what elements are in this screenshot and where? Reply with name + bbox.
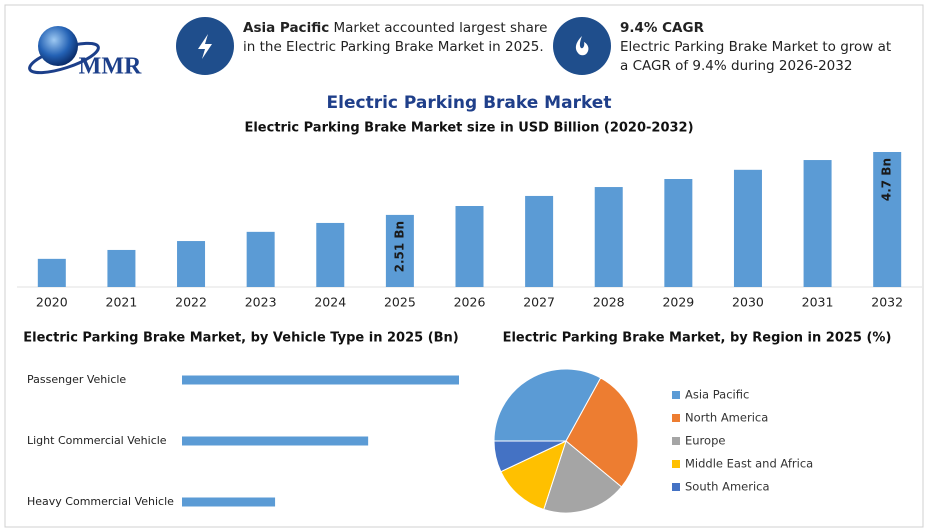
- main-title: Electric Parking Brake Market: [327, 93, 612, 113]
- bar: [37, 258, 66, 287]
- legend-swatch: [672, 483, 680, 491]
- value-label: 4.7 Bn: [880, 158, 894, 201]
- pie-slice: [500, 440, 567, 511]
- bar: [182, 375, 459, 385]
- value-label: 2.51 Bn: [392, 221, 406, 272]
- highlight-bold: Asia Pacific: [243, 20, 330, 36]
- legend-label: South America: [685, 480, 770, 494]
- bar: [455, 206, 484, 287]
- bar: [664, 179, 693, 287]
- highlight-body: Market accounted largest share in the El…: [243, 20, 548, 55]
- x-tick-label: 2021: [106, 295, 138, 310]
- bar: [316, 222, 345, 287]
- pie-slice: [565, 377, 639, 488]
- x-tick-label: 2030: [732, 295, 764, 310]
- x-tick-label: 2025: [384, 295, 416, 310]
- x-tick-label: 2029: [662, 295, 694, 310]
- x-tick-label: 2031: [802, 295, 834, 310]
- y-tick-label: Passenger Vehicle: [27, 373, 126, 386]
- legend-label: Middle East and Africa: [685, 457, 813, 471]
- x-tick-label: 2027: [523, 295, 555, 310]
- highlight-text: Asia Pacific Market accounted largest sh…: [243, 19, 548, 57]
- legend-label: Asia Pacific: [685, 388, 749, 402]
- icon-growth: [553, 17, 611, 75]
- frame: [4, 4, 924, 528]
- bar: [594, 187, 623, 287]
- bar: [177, 241, 206, 287]
- icon-bolt: [176, 17, 234, 75]
- bar: [803, 160, 832, 287]
- legend-swatch: [672, 437, 680, 445]
- bar: [733, 169, 762, 287]
- x-tick-label: 2024: [314, 295, 346, 310]
- x-tick-label: 2022: [175, 295, 207, 310]
- y-tick-label: Light Commercial Vehicle: [27, 434, 167, 447]
- bar: [182, 497, 276, 507]
- bar: [107, 249, 136, 287]
- legend-swatch: [672, 414, 680, 422]
- bar: [246, 231, 275, 287]
- legend-swatch: [672, 460, 680, 468]
- y-tick-label: Heavy Commercial Vehicle: [27, 495, 174, 508]
- pie-slice: [493, 440, 567, 473]
- chart-title: Electric Parking Brake Market, by Region…: [503, 331, 892, 346]
- logo: MMR: [28, 26, 142, 80]
- x-tick-label: 2032: [871, 295, 903, 310]
- x-tick-label: 2023: [245, 295, 277, 310]
- bar: [873, 152, 902, 287]
- legend-swatch: [672, 391, 680, 399]
- x-tick-label: 2028: [593, 295, 625, 310]
- legend-label: North America: [685, 411, 768, 425]
- x-tick-label: 2020: [36, 295, 68, 310]
- legend-label: Europe: [685, 434, 725, 448]
- chart-title: Electric Parking Brake Market size in US…: [244, 121, 693, 136]
- bar: [385, 214, 414, 287]
- cagr-text: 9.4% CAGR Electric Parking Brake Market t…: [620, 19, 900, 76]
- logo-text: MMR: [79, 54, 142, 80]
- pie-slice: [543, 440, 623, 514]
- bar: [182, 436, 369, 446]
- bar: [525, 195, 554, 287]
- x-tick-label: 2026: [454, 295, 486, 310]
- cagr-title: 9.4% CAGR: [620, 20, 704, 36]
- cagr-body: Electric Parking Brake Market to grow at…: [620, 39, 892, 74]
- pie-slice: [493, 368, 602, 442]
- chart-title: Electric Parking Brake Market, by Vehicl…: [23, 331, 459, 346]
